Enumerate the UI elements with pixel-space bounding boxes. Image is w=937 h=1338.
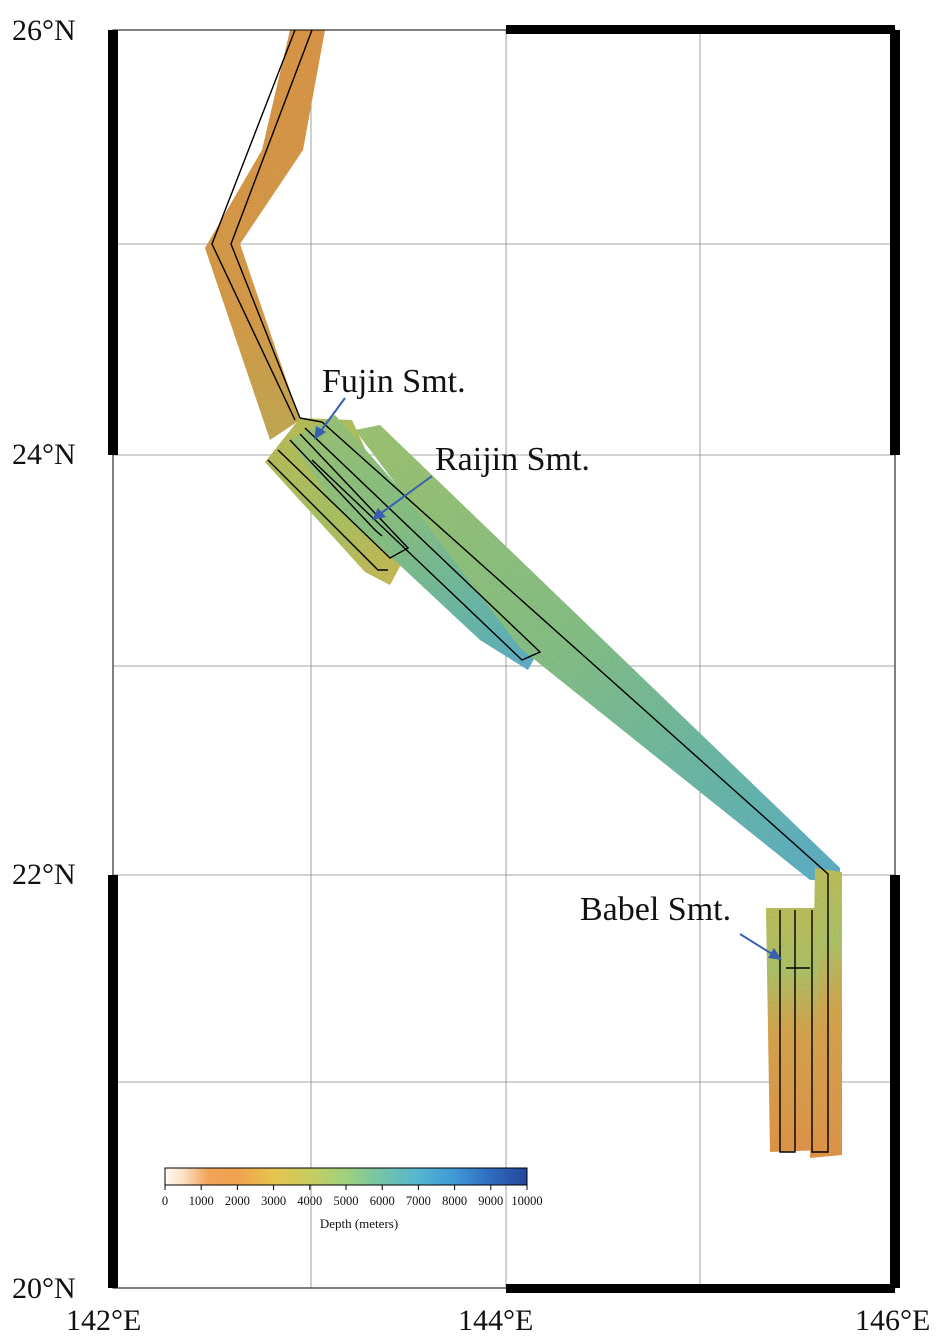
lon-label-142e: 142°E (66, 1304, 141, 1337)
graticule (113, 30, 895, 1288)
lat-label-20n: 20°N (12, 1272, 76, 1305)
arrow-fujin-line (319, 397, 346, 433)
lon-label-146e: 146°E (855, 1304, 930, 1337)
colorbar-tick-label: 7000 (406, 1194, 431, 1208)
frame-alternating-bars (108, 25, 900, 1293)
colorbar-ramp (164, 1167, 528, 1186)
colorbar-tick-label: 10000 (511, 1194, 542, 1208)
colorbar-ticks: 0 1000 2000 3000 4000 5000 6000 7000 8000 9000 100… (162, 1185, 543, 1208)
ship-tracks (211, 29, 829, 1153)
map-frame (112, 29, 896, 1289)
track-raijin-c (289, 439, 383, 537)
map-area (113, 30, 895, 1288)
annotation-babel: Babel Smt. (580, 891, 782, 960)
longitude-labels: 142°E 144°E 146°E (66, 1304, 930, 1337)
colorbar-tick-label: 1000 (189, 1194, 214, 1208)
annotation-raijin: Raijin Smt. (372, 441, 590, 520)
latitude-labels: 26°N 24°N 22°N 20°N (12, 14, 76, 1305)
swath-babel (766, 908, 822, 1152)
swath-north (205, 30, 325, 440)
label-fujin-smt: Fujin Smt. (322, 363, 466, 400)
track-north-b (230, 29, 313, 419)
colorbar-title: Depth (meters) (320, 1216, 398, 1231)
colorbar-tick-label: 4000 (297, 1194, 322, 1208)
annotation-fujin: Fujin Smt. (314, 363, 466, 440)
track-main (299, 417, 829, 1153)
colorbar-tick-label: 2000 (225, 1194, 250, 1208)
arrow-babel-line (739, 933, 773, 955)
colorbar-tick-label: 8000 (442, 1194, 467, 1208)
arrow-raijin-head (372, 508, 386, 520)
lon-label-144e: 144°E (458, 1304, 533, 1337)
swath-long (290, 415, 540, 670)
track-raijin-b (277, 433, 410, 559)
label-raijin-smt: Raijin Smt. (435, 441, 590, 478)
lat-label-22n: 22°N (12, 858, 76, 891)
arrow-babel-head (768, 948, 782, 960)
arrow-fujin-head (314, 426, 326, 440)
colorbar-tick-label: 5000 (334, 1194, 359, 1208)
colorbar-tick-label: 6000 (370, 1194, 395, 1208)
arrow-raijin-line (379, 475, 433, 515)
track-babel-a (779, 910, 796, 1153)
swath-diagonal (355, 425, 840, 880)
colorbar-tick-label: 0 (162, 1194, 168, 1208)
colorbar-tick-label: 3000 (261, 1194, 286, 1208)
track-raijin-a (267, 459, 388, 571)
track-long (304, 427, 542, 661)
track-north-a (211, 29, 296, 421)
colorbar: 0 1000 2000 3000 4000 5000 6000 7000 8000 9000 100… (162, 1167, 543, 1231)
lat-label-26n: 26°N (12, 14, 76, 47)
lat-label-24n: 24°N (12, 438, 76, 471)
colorbar-tick-label: 9000 (478, 1194, 503, 1208)
label-babel-smt: Babel Smt. (580, 891, 731, 928)
